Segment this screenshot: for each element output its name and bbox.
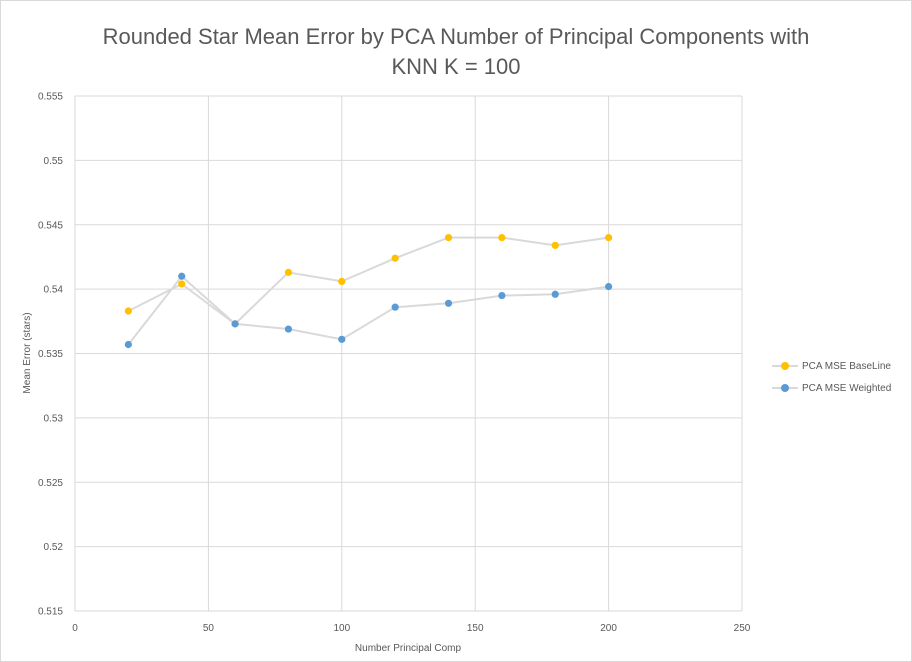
x-tick-label: 50 bbox=[203, 623, 215, 634]
data-point-0 bbox=[391, 254, 399, 262]
data-point-0 bbox=[605, 234, 613, 242]
y-tick-label: 0.55 bbox=[44, 156, 64, 167]
legend-item-baseline: PCA MSE BaseLine bbox=[772, 355, 891, 377]
data-point-1 bbox=[284, 325, 293, 333]
data-point-0 bbox=[124, 307, 132, 315]
data-point-1 bbox=[391, 303, 399, 311]
legend-label-weighted: PCA MSE Weighted bbox=[802, 382, 892, 394]
data-point-1 bbox=[551, 290, 559, 298]
data-point-1 bbox=[498, 291, 506, 300]
x-tick-label: 200 bbox=[600, 623, 617, 634]
y-tick-label: 0.545 bbox=[38, 220, 63, 231]
x-tick-label: 150 bbox=[467, 623, 484, 634]
data-point-1 bbox=[605, 282, 613, 291]
y-tick-label: 0.525 bbox=[38, 478, 63, 489]
legend-swatch-baseline bbox=[772, 361, 798, 371]
data-point-1 bbox=[231, 320, 239, 328]
data-point-0 bbox=[338, 277, 346, 285]
series-points bbox=[124, 234, 613, 349]
data-point-1 bbox=[124, 340, 132, 349]
data-point-0 bbox=[178, 280, 186, 288]
y-tick-label: 0.555 bbox=[38, 92, 63, 103]
gridlines bbox=[74, 95, 743, 612]
tick-labels: 0.515 0.52 0.525 0.53 0.535 0.54 0.545 0.55 0.55… bbox=[38, 92, 751, 635]
legend-swatch-weighted bbox=[772, 383, 798, 393]
data-point-0 bbox=[284, 268, 293, 276]
data-point-0 bbox=[498, 234, 506, 242]
series-line-0 bbox=[127, 236, 609, 326]
data-point-1 bbox=[338, 335, 346, 343]
x-tick-label: 100 bbox=[333, 623, 350, 634]
x-axis-title: Number Principal Comp bbox=[355, 643, 462, 654]
y-tick-label: 0.535 bbox=[38, 349, 63, 360]
data-point-1 bbox=[444, 299, 453, 307]
chart-title-line-1: Rounded Star Mean Error by PCA Number of… bbox=[102, 24, 810, 49]
legend-label-baseline: PCA MSE BaseLine bbox=[802, 360, 891, 372]
x-tick-label: 0 bbox=[72, 623, 78, 634]
series-line-1 bbox=[127, 274, 609, 346]
data-point-1 bbox=[178, 272, 186, 280]
data-point-0 bbox=[551, 241, 559, 249]
y-axis-title: Mean Error (stars) bbox=[22, 312, 33, 393]
y-tick-label: 0.52 bbox=[44, 542, 64, 553]
legend: PCA MSE BaseLine PCA MSE Weighted bbox=[772, 355, 891, 399]
legend-item-weighted: PCA MSE Weighted bbox=[772, 377, 891, 399]
series-lines bbox=[127, 236, 609, 346]
chart-title-line-2: KNN K = 100 bbox=[391, 54, 521, 79]
data-point-0 bbox=[444, 234, 453, 242]
y-tick-label: 0.53 bbox=[44, 413, 64, 424]
y-tick-label: 0.54 bbox=[44, 285, 64, 296]
x-tick-label: 250 bbox=[734, 623, 751, 634]
y-tick-label: 0.515 bbox=[38, 607, 63, 618]
